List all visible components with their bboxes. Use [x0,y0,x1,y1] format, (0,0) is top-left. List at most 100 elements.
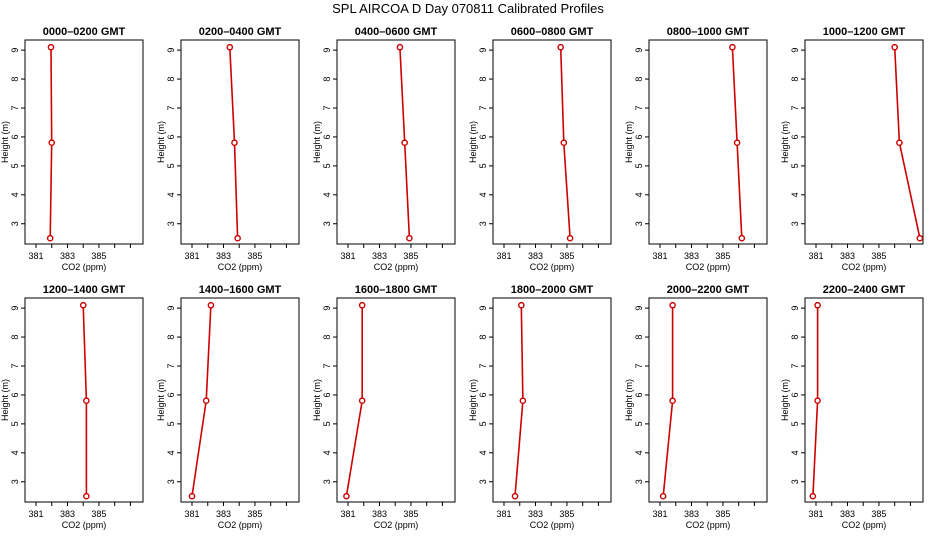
y-tick-label: 7 [478,105,488,110]
y-axis-label: Height (m) [312,379,322,421]
x-axis-label: CO2 (ppm) [686,520,731,530]
data-point [814,301,821,309]
y-tick-label: 8 [322,77,332,82]
y-tick-label: 9 [166,306,176,311]
x-tick-label: 385 [871,509,886,519]
data-point [83,397,90,405]
y-tick-label: 4 [790,450,800,455]
x-tick-label: 385 [403,251,418,261]
x-tick-label: 381 [496,509,511,519]
y-axis-label: Height (m) [468,379,478,421]
y-tick-label: 3 [10,221,20,226]
y-tick-label: 4 [478,450,488,455]
data-point [566,234,574,242]
data-point [343,492,350,500]
x-tick-label: 383 [60,251,75,261]
y-tick-label: 8 [10,77,20,82]
plot-frame [804,39,924,245]
data-point [809,492,817,500]
y-tick-label: 6 [322,134,332,139]
y-axis-label: Height (m) [780,121,790,163]
y-tick-label: 9 [478,306,488,311]
y-tick-label: 7 [634,105,644,110]
y-tick-label: 7 [166,105,176,110]
panel-title: 0600–0800 GMT [511,26,594,38]
y-tick-label: 8 [790,77,800,82]
y-axis-label: Height (m) [0,379,10,421]
y-tick-label: 5 [322,163,332,168]
y-axis-label: Height (m) [468,121,478,163]
y-tick-label: 6 [10,134,20,139]
y-tick-label: 9 [10,48,20,53]
y-tick-label: 5 [478,163,488,168]
data-point [560,139,568,147]
y-axis-label: Height (m) [780,379,790,421]
y-tick-label: 4 [10,192,20,197]
x-tick-label: 385 [715,509,730,519]
y-tick-label: 7 [790,363,800,368]
y-tick-label: 9 [634,306,644,311]
y-tick-label: 5 [322,421,332,426]
y-tick-label: 4 [322,450,332,455]
plot-frame [648,39,768,245]
y-tick-label: 6 [166,134,176,139]
x-tick-label: 385 [247,251,262,261]
y-axis-label: Height (m) [156,121,166,163]
data-point [814,397,821,405]
y-tick-label: 8 [634,335,644,340]
y-tick-label: 9 [634,48,644,53]
data-point [358,301,366,309]
y-tick-label: 8 [478,335,488,340]
data-point [79,301,87,309]
y-tick-label: 8 [322,335,332,340]
y-tick-label: 7 [10,105,20,110]
x-tick-label: 381 [808,509,823,519]
x-tick-label: 381 [496,251,511,261]
y-tick-label: 3 [166,479,176,484]
data-point [891,43,898,51]
x-axis-label: CO2 (ppm) [218,520,263,530]
data-point [729,43,736,51]
plot-frame [336,297,456,503]
x-axis-label: CO2 (ppm) [374,520,419,530]
x-axis-label: CO2 (ppm) [530,262,575,272]
x-tick-label: 381 [652,509,667,519]
x-tick-label: 385 [403,509,418,519]
x-axis-label: CO2 (ppm) [686,262,731,272]
y-tick-label: 9 [790,48,800,53]
data-point [234,234,241,242]
panel-title: 0000–0200 GMT [43,26,126,38]
x-tick-label: 381 [184,509,199,519]
y-tick-label: 4 [634,450,644,455]
data-point [188,492,196,500]
data-point [48,139,56,147]
y-tick-label: 3 [634,479,644,484]
y-tick-label: 7 [10,363,20,368]
y-tick-label: 3 [166,221,176,226]
panel-title: 1200–1400 GMT [43,284,126,296]
y-tick-label: 3 [634,221,644,226]
y-tick-label: 3 [322,221,332,226]
y-tick-label: 3 [322,479,332,484]
x-tick-label: 383 [840,251,855,261]
x-tick-label: 383 [840,509,855,519]
data-point [659,492,667,500]
y-tick-label: 5 [10,163,20,168]
x-tick-label: 383 [684,251,699,261]
y-axis-label: Height (m) [0,121,10,163]
x-tick-label: 383 [528,509,543,519]
x-axis-label: CO2 (ppm) [62,520,107,530]
y-tick-label: 7 [634,363,644,368]
panel-title: 0400–0600 GMT [355,26,438,38]
y-tick-label: 4 [634,192,644,197]
x-tick-label: 383 [684,509,699,519]
y-tick-label: 5 [790,421,800,426]
plot-frame [180,297,300,503]
plot-frame [492,297,612,503]
